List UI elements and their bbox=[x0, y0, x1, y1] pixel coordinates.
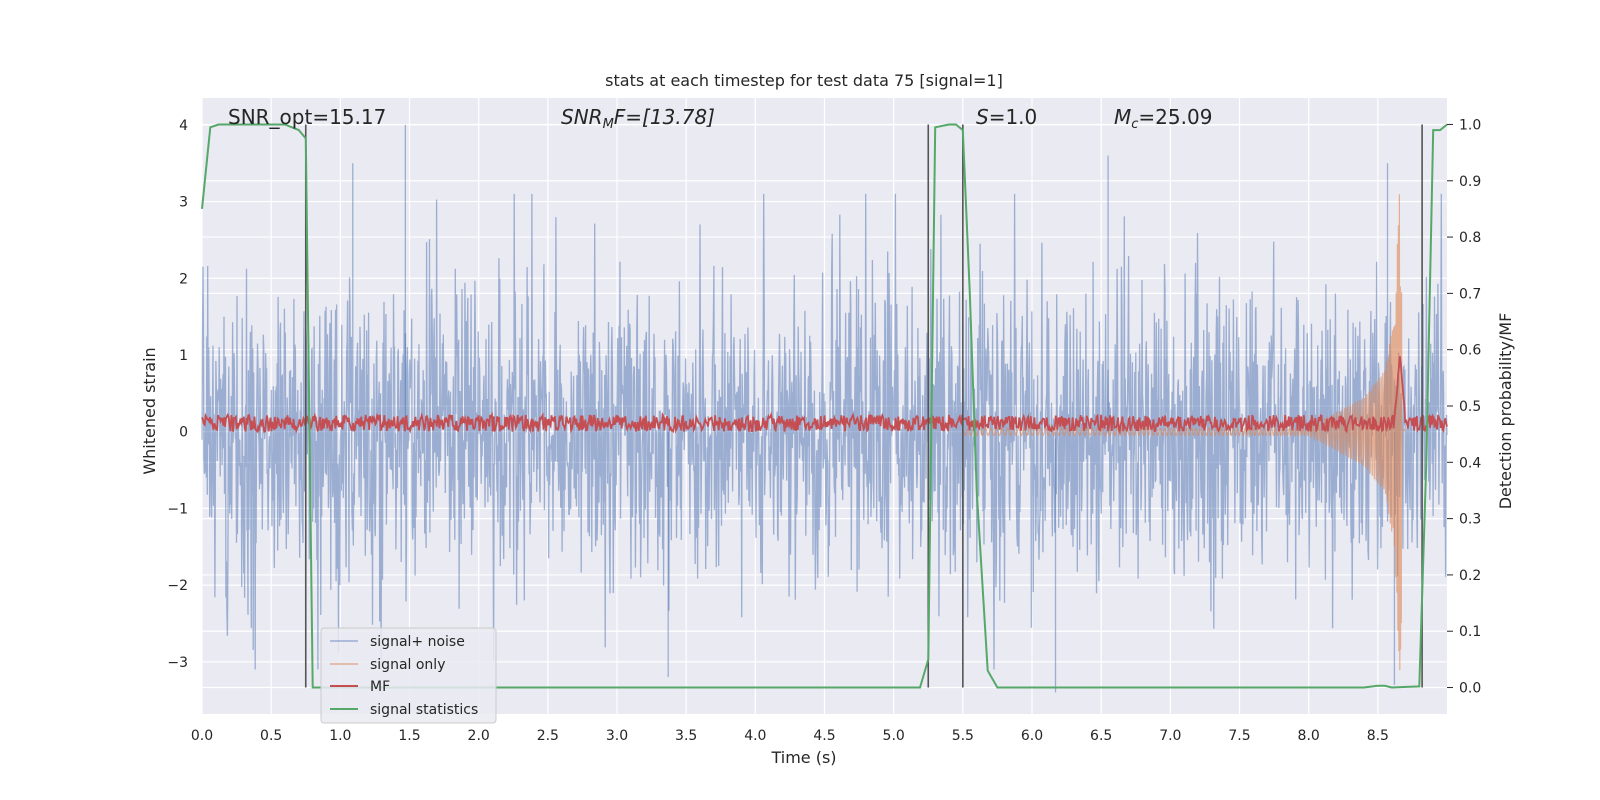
chart-title: stats at each timestep for test data 75 … bbox=[605, 71, 1003, 90]
y-right-tick-label: 0.6 bbox=[1459, 343, 1481, 359]
x-tick-label: 1.0 bbox=[329, 728, 351, 744]
y-right-axis-label: Detection probability/MF bbox=[1496, 313, 1515, 510]
x-tick-label: 5.0 bbox=[883, 728, 905, 744]
x-tick-label: 0.0 bbox=[191, 728, 213, 744]
y-tick-label: −2 bbox=[167, 578, 188, 594]
annotation-snr-opt: SNR_opt=15.17 bbox=[228, 105, 386, 129]
y-right-tick-label: 0.1 bbox=[1459, 624, 1481, 640]
x-tick-label: 0.5 bbox=[260, 728, 282, 744]
y-right-tick-label: 0.3 bbox=[1459, 512, 1481, 528]
x-tick-label: 2.5 bbox=[537, 728, 559, 744]
y-tick-label: −3 bbox=[167, 655, 188, 671]
y-tick-label: 2 bbox=[179, 271, 188, 287]
legend: signal+ noise signal only MF signal stat… bbox=[320, 627, 497, 724]
x-tick-label: 6.5 bbox=[1090, 728, 1112, 744]
y-right-tick-label: 0.9 bbox=[1459, 174, 1481, 190]
x-tick-labels: 0.0 0.5 1.0 1.5 2.0 2.5 3.0 3.5 4.0 4.5 5.0 5.5 6.0 6… bbox=[191, 728, 1389, 744]
x-tick-label: 6.0 bbox=[1021, 728, 1043, 744]
mf-line bbox=[201, 356, 1448, 435]
y-right-tick-label: 0.5 bbox=[1459, 399, 1481, 415]
x-tick-label: 2.0 bbox=[468, 728, 490, 744]
legend-box bbox=[320, 627, 497, 724]
x-tick-label: 8.5 bbox=[1367, 728, 1389, 744]
series-mf bbox=[201, 356, 1448, 435]
y-right-tick-label: 0.4 bbox=[1459, 455, 1481, 471]
annotation-mc: Mc=25.09 bbox=[1114, 105, 1212, 132]
series-signal-noise bbox=[201, 124, 1448, 693]
y-tick-label: 0 bbox=[179, 425, 188, 441]
signal-statistics-line bbox=[201, 123, 1448, 689]
annotation-s: S=1.0 bbox=[976, 105, 1037, 129]
signal-noise-line bbox=[201, 193, 1448, 670]
y-right-tick-label: 0.2 bbox=[1459, 568, 1481, 584]
x-tick-label: 3.0 bbox=[606, 728, 628, 744]
y-right-tick-label: 0.0 bbox=[1459, 681, 1481, 697]
x-tick-label: 7.0 bbox=[1159, 728, 1181, 744]
x-tick-label: 7.5 bbox=[1228, 728, 1250, 744]
y-tick-label: 4 bbox=[179, 118, 188, 134]
y-right-tick-label: 0.8 bbox=[1459, 230, 1481, 246]
legend-label-signal-noise: signal+ noise bbox=[370, 634, 465, 650]
x-axis-label: Time (s) bbox=[770, 748, 836, 767]
legend-label-signal-only: signal only bbox=[370, 657, 445, 673]
annotation-snr-mf: SNRMF=[13.78] bbox=[561, 105, 715, 132]
series-signal-statistics bbox=[201, 123, 1448, 689]
x-tick-label: 1.5 bbox=[398, 728, 420, 744]
x-tick-label: 8.0 bbox=[1298, 728, 1320, 744]
y-tick-labels: 4 3 2 1 0 −1 −2 −3 bbox=[167, 118, 188, 671]
series-signal-only bbox=[962, 194, 1406, 671]
y-right-tick-label: 1.0 bbox=[1459, 117, 1481, 133]
x-tick-label: 4.5 bbox=[813, 728, 835, 744]
y-tick-label: 1 bbox=[179, 348, 188, 364]
y-tick-label: −1 bbox=[167, 501, 188, 517]
y-right-tick-label: 0.7 bbox=[1459, 286, 1481, 302]
x-tick-label: 4.0 bbox=[744, 728, 766, 744]
x-tick-label: 5.5 bbox=[952, 728, 974, 744]
signal-only-line bbox=[962, 194, 1406, 671]
y-right-tick-labels: 1.0 0.9 0.8 0.7 0.6 0.5 0.4 0.3 0.2 0.1 0.0 bbox=[1447, 117, 1481, 697]
y-axis-label: Whitened strain bbox=[140, 347, 159, 474]
y-tick-label: 3 bbox=[179, 195, 188, 211]
legend-label-signal-statistics: signal statistics bbox=[370, 702, 478, 718]
x-tick-label: 3.5 bbox=[675, 728, 697, 744]
legend-label-mf: MF bbox=[370, 679, 390, 695]
